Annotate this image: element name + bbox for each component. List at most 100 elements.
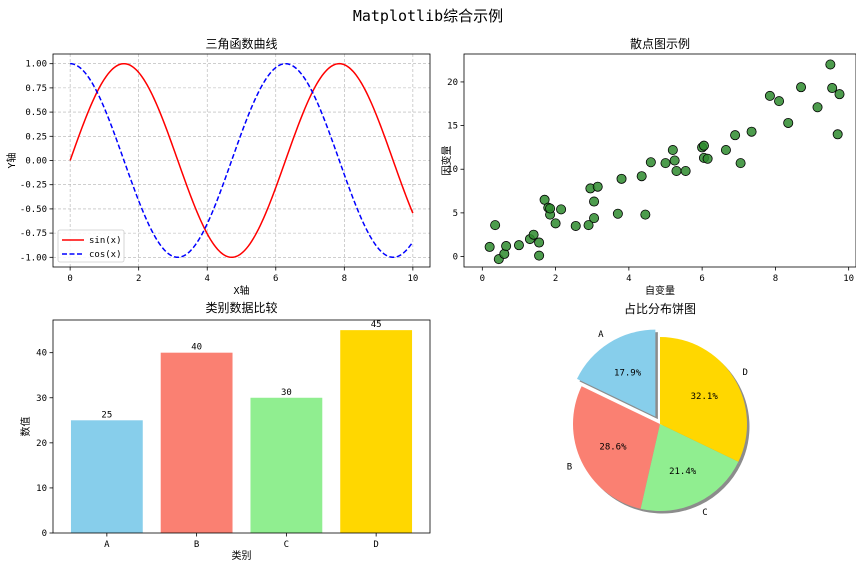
x-tick-label: C bbox=[284, 540, 289, 550]
line-chart-x-ticks: 0 2 4 6 8 10 bbox=[67, 267, 418, 284]
bar-B bbox=[160, 352, 233, 533]
y-tick-label: 20 bbox=[447, 78, 458, 88]
scatter-point bbox=[680, 165, 691, 176]
pie-chart-wedges: A 17.9% B 28.6% C 21.4% D 32.1% bbox=[567, 329, 750, 518]
scatter-point bbox=[589, 196, 600, 207]
line-chart-panel: 三角函数曲线 0 2 4 6 8 10 -1.00 -0.75 -0.50 -0.25 0.00 0… bbox=[5, 36, 431, 297]
scatter-chart-y-ticks: 0 5 10 15 20 bbox=[447, 78, 464, 263]
scatter-point bbox=[534, 237, 545, 248]
legend-label-cos: cos(x) bbox=[89, 250, 122, 260]
scatter-point bbox=[484, 241, 495, 252]
line-chart-frame bbox=[52, 53, 431, 268]
scatter-point bbox=[698, 140, 709, 151]
pie-wedge-D bbox=[660, 337, 748, 462]
bar-chart-title: 类别数据比较 bbox=[205, 300, 277, 315]
y-tick-label: 0.75 bbox=[25, 84, 47, 94]
scatter-point bbox=[783, 117, 794, 128]
scatter-point bbox=[534, 250, 545, 261]
scatter-point bbox=[583, 220, 594, 231]
scatter-point bbox=[720, 145, 731, 156]
legend-label-sin: sin(x) bbox=[89, 236, 122, 246]
x-tick-label: B bbox=[194, 540, 199, 550]
scatter-point bbox=[735, 158, 746, 169]
x-tick-label: 8 bbox=[773, 274, 778, 284]
y-tick-label: -0.50 bbox=[20, 205, 47, 215]
scatter-point bbox=[570, 220, 581, 231]
x-tick-label: 8 bbox=[342, 274, 347, 284]
scatter-point bbox=[556, 204, 567, 215]
x-tick-label: 4 bbox=[626, 274, 631, 284]
pie-percent-label: 28.6% bbox=[599, 443, 627, 453]
y-tick-label: 1.00 bbox=[25, 60, 47, 70]
scatter-chart-xlabel: 自变量 bbox=[645, 284, 675, 297]
line-chart-legend: sin(x) cos(x) bbox=[57, 229, 125, 263]
x-tick-label: 6 bbox=[273, 274, 278, 284]
pie-label: A bbox=[598, 330, 604, 340]
bar-value-label: 45 bbox=[371, 320, 382, 330]
x-tick-label: 6 bbox=[699, 274, 704, 284]
pie-percent-label: 17.9% bbox=[614, 368, 642, 378]
series-line-sin bbox=[69, 62, 414, 259]
scatter-chart-x-ticks: 0 2 4 6 8 10 bbox=[480, 267, 854, 284]
scatter-point bbox=[589, 213, 600, 224]
pie-chart-panel: 占比分布饼图 A 17.9% B 28.6% C 21.4% D 32.1% bbox=[567, 301, 750, 518]
scatter-point bbox=[545, 203, 556, 214]
y-tick-label: -0.25 bbox=[20, 181, 47, 191]
figure-suptitle: Matplotlib综合示例 bbox=[353, 7, 503, 25]
y-tick-label: 30 bbox=[36, 394, 47, 404]
line-chart-xlabel: X轴 bbox=[233, 284, 249, 297]
pie-percent-label: 32.1% bbox=[691, 392, 719, 402]
bar-chart-ylabel: 数值 bbox=[19, 417, 32, 437]
scatter-chart-frame bbox=[463, 53, 856, 268]
bar-D bbox=[340, 330, 413, 533]
scatter-point bbox=[513, 240, 524, 251]
y-tick-label: 20 bbox=[36, 439, 47, 449]
x-tick-label: 0 bbox=[67, 274, 72, 284]
scatter-point bbox=[825, 59, 836, 70]
scatter-point bbox=[832, 129, 843, 140]
scatter-chart-points bbox=[484, 59, 845, 265]
line-chart-series bbox=[69, 62, 414, 259]
bar-chart-frame bbox=[52, 319, 431, 534]
x-tick-label: 0 bbox=[480, 274, 485, 284]
y-tick-label: 10 bbox=[447, 165, 458, 175]
scatter-point bbox=[660, 158, 671, 169]
pie-wedge-B bbox=[573, 386, 660, 509]
pie-label: B bbox=[567, 462, 572, 472]
pie-percent-label: 21.4% bbox=[669, 467, 697, 477]
line-chart-title: 三角函数曲线 bbox=[205, 36, 277, 51]
bar-chart-bars: 25 A 40 B 30 C 45 D bbox=[70, 320, 413, 550]
scatter-point bbox=[812, 102, 823, 113]
y-tick-label: 10 bbox=[36, 484, 47, 494]
y-tick-label: 0 bbox=[42, 529, 47, 539]
bar-A bbox=[70, 420, 143, 533]
line-chart-y-ticks: -1.00 -0.75 -0.50 -0.25 0.00 0.25 0.50 0.75 1.00 bbox=[20, 60, 53, 263]
bar-chart-xlabel: 类别 bbox=[232, 549, 252, 562]
scatter-point bbox=[550, 218, 561, 229]
scatter-chart-panel: 散点图示例 0 2 4 6 8 10 0 5 10 15 20 自变量 因变量 bbox=[440, 36, 856, 297]
scatter-point bbox=[796, 82, 807, 93]
x-tick-label: 10 bbox=[843, 274, 854, 284]
bar-value-label: 40 bbox=[191, 343, 202, 353]
scatter-point bbox=[612, 208, 623, 219]
y-tick-label: 0 bbox=[453, 253, 458, 263]
pie-chart-title: 占比分布饼图 bbox=[624, 301, 696, 316]
scatter-chart-title: 散点图示例 bbox=[630, 36, 690, 51]
scatter-point bbox=[702, 153, 713, 164]
bar-C bbox=[250, 397, 323, 533]
scatter-point bbox=[827, 83, 838, 94]
y-tick-label: 0.25 bbox=[25, 132, 47, 142]
y-tick-label: 5 bbox=[453, 209, 458, 219]
series-line-cos bbox=[70, 62, 414, 259]
bar-chart-y-ticks: 0 10 20 30 40 bbox=[36, 349, 53, 539]
x-tick-label: A bbox=[104, 540, 110, 550]
scatter-point bbox=[636, 171, 647, 182]
pie-label: D bbox=[743, 368, 748, 378]
scatter-point bbox=[616, 173, 627, 184]
scatter-point bbox=[667, 145, 678, 156]
scatter-point bbox=[671, 165, 682, 176]
scatter-point bbox=[501, 241, 512, 252]
bar-chart-panel: 类别数据比较 0 10 20 30 40 25 A 40 B 30 C 45 D 类别 数值 bbox=[19, 300, 431, 562]
line-chart-ylabel: Y轴 bbox=[5, 152, 18, 168]
